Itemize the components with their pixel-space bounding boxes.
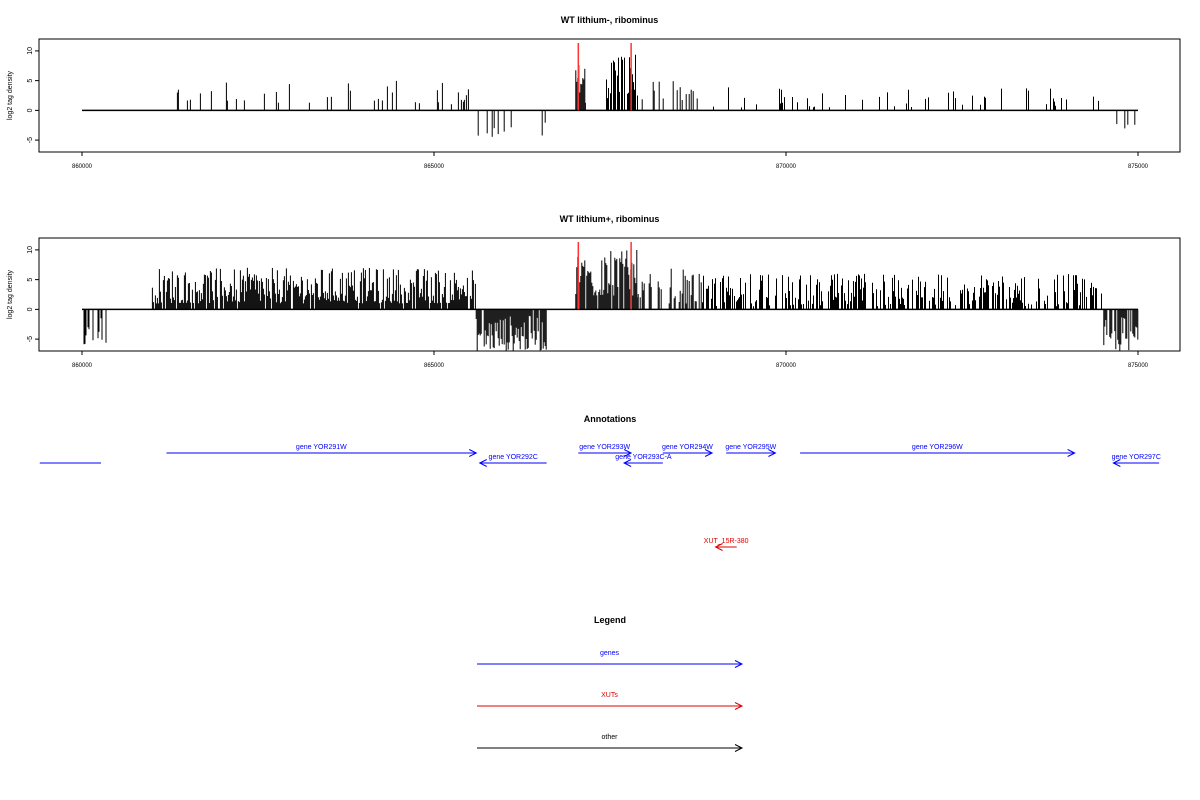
gene-feature: gene YOR297C — [1112, 454, 1161, 467]
density-bars — [176, 54, 1136, 137]
arrowhead-right-icon — [768, 449, 777, 457]
arrowhead-left-icon — [1112, 459, 1121, 467]
arrowhead-right-icon — [704, 449, 714, 457]
x-tick-label: 870000 — [776, 363, 797, 369]
legend-item: other — [477, 734, 744, 752]
y-tick-label: 0 — [27, 108, 34, 112]
legend-item: XUTs — [477, 692, 744, 710]
legend-label: genes — [600, 650, 620, 657]
x-tick-label: 865000 — [424, 363, 445, 369]
gene-feature: gene YOR293W — [578, 444, 633, 457]
gene-feature: gene YOR292C — [478, 454, 547, 467]
gene-label: gene YOR292C — [489, 454, 538, 461]
y-tick-label: 10 — [27, 47, 34, 55]
annotations-title: Annotations — [584, 414, 637, 424]
y-tick-label: 0 — [27, 307, 34, 311]
arrowhead-left-icon — [478, 459, 487, 467]
legend-label: XUTs — [601, 692, 618, 699]
gene-label: gene YOR294W — [662, 444, 713, 451]
chart-title: WT lithium+, ribominus — [560, 214, 660, 224]
track-panel-lithium-minus: WT lithium-, ribominus log2 tag density -5… — [7, 15, 1181, 170]
x-tick-label: 860000 — [72, 164, 93, 170]
gene-label: gene YOR293C-A — [615, 454, 672, 461]
legend-item: genes — [477, 650, 744, 668]
y-tick-label: 5 — [27, 79, 34, 83]
arrowhead-right-icon — [1067, 449, 1076, 457]
x-tick-label: 860000 — [72, 363, 93, 369]
plot-frame — [38, 38, 1181, 153]
legend-panel: Legend genes XUTs other — [477, 615, 744, 752]
legend-label: other — [602, 734, 619, 741]
gene-feature: gene YOR295W — [725, 444, 777, 457]
chart-title: WT lithium-, ribominus — [561, 15, 659, 25]
arrowhead-left-icon — [714, 543, 723, 551]
arrowhead-right-icon — [734, 660, 744, 668]
track-panel-lithium-plus: WT lithium+, ribominus log2 tag density -5… — [7, 214, 1181, 369]
x-tick-label: 875000 — [1128, 164, 1149, 170]
y-tick-label: -5 — [27, 137, 34, 143]
gene-feature: gene YOR296W — [800, 444, 1076, 457]
gene-label: XUT_15R-380 — [704, 538, 749, 545]
density-bars — [83, 250, 1139, 351]
gene-label: gene YOR297C — [1112, 454, 1161, 461]
arrowhead-right-icon — [734, 744, 744, 752]
gene-feature: gene YOR291W — [166, 444, 478, 457]
gene-feature: XUT_15R-380 — [704, 538, 749, 551]
x-tick-label: 875000 — [1128, 363, 1149, 369]
gene-label: gene YOR295W — [725, 444, 776, 451]
arrowhead-right-icon — [469, 449, 478, 457]
annotations-panel: Annotations gene YOR291W gene YOR292C gene … — [39, 414, 1161, 551]
arrowhead-left-icon — [622, 459, 632, 467]
legend-title: Legend — [594, 615, 626, 625]
arrowhead-right-icon — [623, 449, 633, 457]
gene-feature: gene YOR294W — [662, 444, 713, 457]
gene-label: gene YOR291W — [296, 444, 347, 451]
plot-frame — [38, 237, 1181, 352]
x-tick-label: 865000 — [424, 164, 445, 170]
y-tick-label: -5 — [27, 336, 34, 342]
x-tick-label: 870000 — [776, 164, 797, 170]
y-tick-label: 10 — [27, 246, 34, 254]
gene-feature: gene YOR293C-A — [615, 454, 672, 467]
y-axis-label: log2 tag density — [7, 269, 14, 319]
gene-label: gene YOR293W — [579, 444, 630, 451]
gene-label: gene YOR296W — [912, 444, 963, 451]
arrowhead-right-icon — [734, 702, 744, 710]
y-tick-label: 5 — [27, 278, 34, 282]
y-axis-label: log2 tag density — [7, 70, 14, 120]
